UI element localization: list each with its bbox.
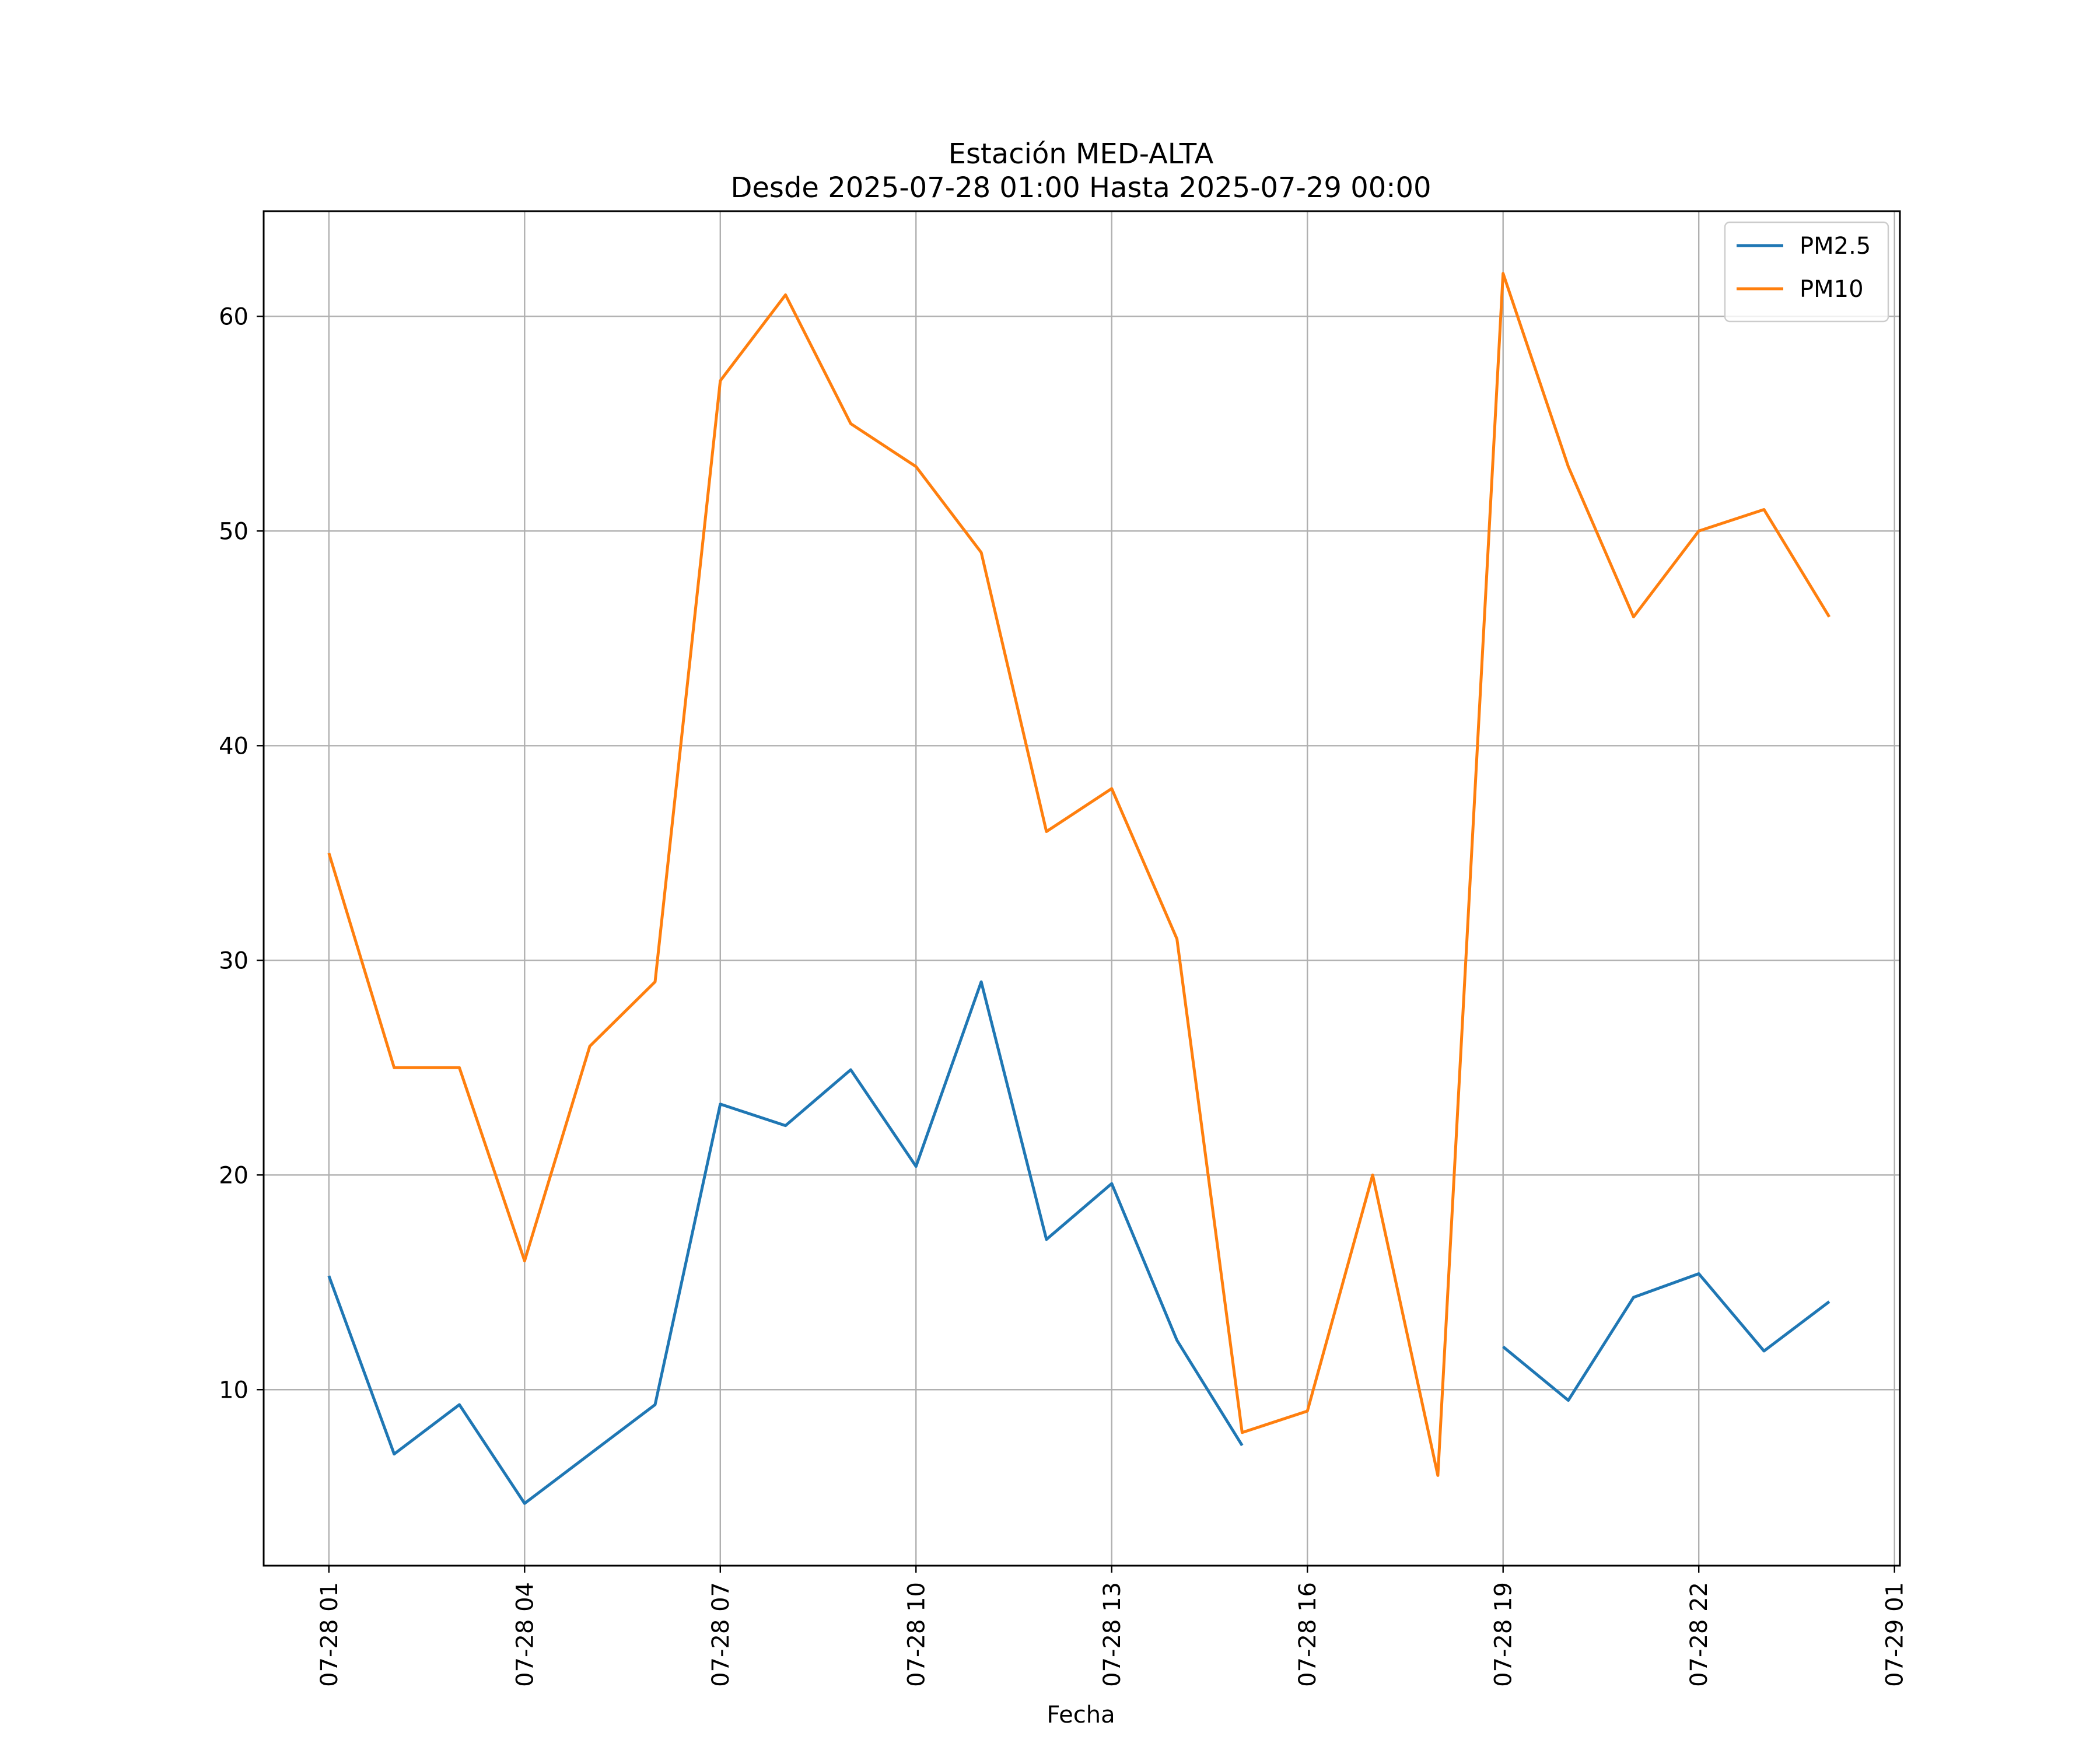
x-axis-label: Fecha xyxy=(1046,1702,1115,1728)
x-tick-label: 07-28 13 xyxy=(1099,1582,1126,1687)
y-tick-label: 10 xyxy=(219,1377,249,1404)
chart-title: Estación MED-ALTA xyxy=(949,138,1214,170)
x-tick-label: 07-28 19 xyxy=(1490,1582,1517,1687)
x-tick-label: 07-28 16 xyxy=(1294,1582,1321,1687)
plot-frame xyxy=(262,210,1901,1567)
series-pm10 xyxy=(327,272,1831,1477)
y-tick-label: 50 xyxy=(219,518,249,545)
y-tick-label: 40 xyxy=(219,733,249,760)
x-tick-label: 07-28 07 xyxy=(708,1582,734,1687)
series-line xyxy=(327,980,1244,1505)
legend-label: PM10 xyxy=(1800,276,1864,303)
chart-subtitle: Desde 2025-07-28 01:00 Hasta 2025-07-29 … xyxy=(730,172,1431,204)
series-pm25 xyxy=(327,980,1831,1505)
x-tick-label: 07-28 10 xyxy=(903,1582,930,1687)
grid xyxy=(264,211,1900,1566)
x-tick-label: 07-28 22 xyxy=(1686,1582,1713,1687)
x-tick-label: 07-28 01 xyxy=(316,1582,343,1687)
y-tick-label: 30 xyxy=(219,947,249,974)
y-tick-label: 60 xyxy=(219,303,249,330)
legend-label: PM2.5 xyxy=(1800,233,1871,260)
series-line xyxy=(327,272,1831,1477)
y-tick-label: 20 xyxy=(219,1162,249,1189)
x-tick-label: 07-29 01 xyxy=(1882,1582,1909,1687)
legend: PM2.5 PM10 xyxy=(1724,221,1889,323)
axes: 07-28 01 07-28 04 07-28 07 07-28 10 07-28 13… xyxy=(219,303,1909,1687)
plot-series xyxy=(327,272,1831,1505)
series-line xyxy=(1502,1272,1831,1402)
x-tick-label: 07-28 04 xyxy=(512,1582,538,1687)
